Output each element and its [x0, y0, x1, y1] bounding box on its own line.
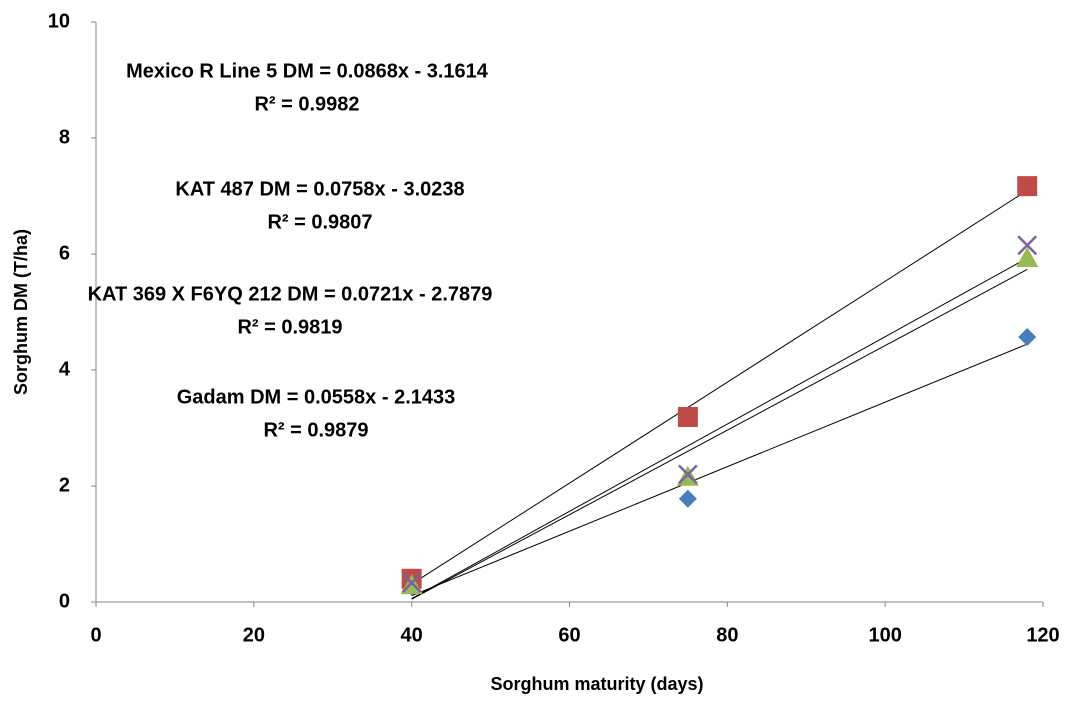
point [677, 406, 698, 427]
trend-r2: R² = 0.9807 [267, 211, 372, 233]
x-tick-label: 100 [868, 624, 901, 646]
x-tick-label: 0 [90, 624, 101, 646]
y-tick-label: 0 [59, 590, 70, 612]
point [678, 489, 697, 508]
trend-r2: R² = 0.9982 [254, 93, 359, 115]
point [1018, 327, 1037, 346]
trend-equation: Mexico R Line 5 DM = 0.0868x - 3.1614 [126, 60, 489, 82]
x-tick-label: 120 [1026, 624, 1059, 646]
point [1017, 176, 1038, 197]
y-tick-label: 8 [59, 126, 70, 148]
trend-r2: R² = 0.9879 [263, 419, 368, 441]
y-axis-title: Sorghum DM (T/ha) [11, 229, 31, 395]
trendline [411, 257, 1028, 600]
y-tick-label: 10 [48, 10, 70, 32]
x-tick-label: 60 [558, 624, 580, 646]
trend-equation: KAT 369 X F6YQ 212 DM = 0.0721x - 2.7879 [88, 283, 493, 305]
x-tick-label: 20 [243, 624, 265, 646]
trend-equation: KAT 487 DM = 0.0758x - 3.0238 [175, 178, 464, 200]
point [1017, 235, 1038, 256]
x-tick-label: 80 [716, 624, 738, 646]
x-axis-title: Sorghum maturity (days) [490, 674, 703, 694]
trendline [411, 190, 1028, 585]
trendline [411, 343, 1028, 597]
trendline [411, 269, 1028, 600]
point [1016, 247, 1039, 268]
point [401, 572, 422, 593]
trend-r2: R² = 0.9819 [237, 316, 342, 338]
x-tick-label: 40 [401, 624, 423, 646]
y-tick-label: 4 [59, 358, 71, 380]
y-tick-label: 6 [59, 242, 70, 264]
point [677, 464, 698, 485]
trend-equation: Gadam DM = 0.0558x - 2.1433 [177, 386, 456, 408]
y-tick-label: 2 [59, 474, 70, 496]
